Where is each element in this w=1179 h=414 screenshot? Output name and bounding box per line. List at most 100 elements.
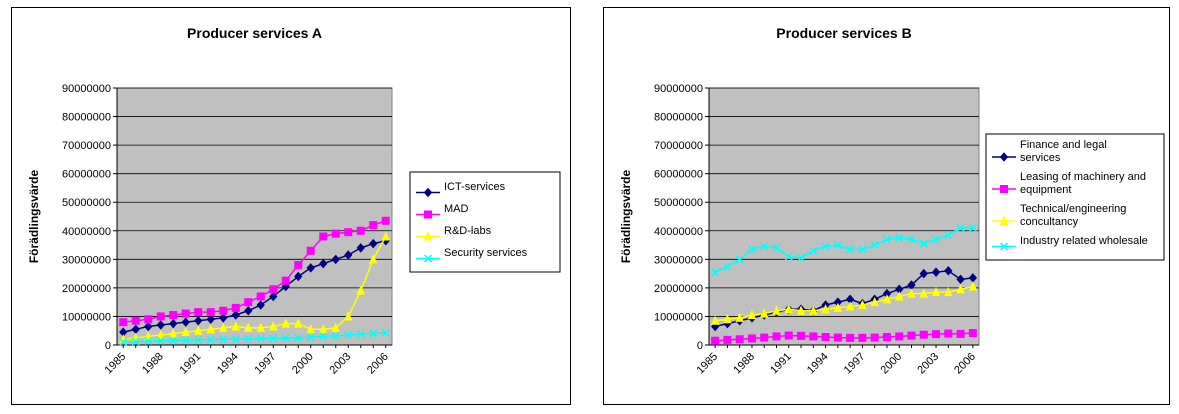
data-point [244,305,253,316]
data-point [143,331,153,341]
data-point [169,318,178,329]
chart-b-svg: Producer services B 0 10000000 20000000 3000… [619,25,1165,377]
data-point [784,252,793,261]
data-point [968,329,977,338]
data-point [919,268,928,279]
legend-entry: Technical/engineering concultancy [1020,203,1126,228]
data-point [331,331,340,340]
data-point [931,267,941,277]
x-tick-label: 1991 [768,351,794,377]
data-point [268,321,278,331]
data-point [318,324,328,334]
data-point [369,221,378,230]
data-point [319,332,328,341]
data-point [181,336,190,345]
series-line [123,240,386,333]
data-point [131,316,140,325]
data-point [344,250,353,260]
y-tick-label: 50000000 [62,197,111,209]
data-point [218,322,228,332]
data-point [306,246,315,255]
data-point [256,292,265,301]
data-point [343,311,353,321]
data-point [870,333,879,342]
series-2 [710,281,978,325]
y-tick-label: 90000000 [62,83,111,95]
data-point [919,239,928,248]
data-point [194,308,203,317]
data-point [772,332,781,341]
y-tick-label: 50000000 [654,197,703,209]
data-point [344,330,353,340]
data-point [256,334,265,343]
data-point [244,334,253,344]
legend-marker [999,242,1009,251]
x-tick-label: 2000 [879,351,905,377]
legend-marker [424,210,432,219]
data-point [968,223,977,232]
data-point [243,322,253,332]
series-line [123,331,386,343]
data-point [858,245,867,254]
series-line [715,285,974,322]
series-line [123,220,386,323]
data-point [882,235,891,244]
x-tick-label: 1997 [253,351,279,377]
legend-marker [423,254,433,263]
data-point [219,306,228,315]
chart-producer-services-b: Producer services B 0 10000000 20000000 3000… [603,7,1170,405]
data-point [181,317,190,327]
data-point [231,321,241,331]
data-point [206,314,215,325]
data-point [156,336,165,345]
data-point [181,326,191,337]
data-point [956,274,965,285]
y-tick-label: 30000000 [654,254,703,266]
data-point [193,325,203,335]
data-point [784,331,793,340]
data-point [194,335,203,344]
data-point [269,291,278,302]
data-point [256,322,266,332]
legend-marker [423,187,433,198]
data-point [723,314,732,324]
data-point [882,294,892,304]
data-point [833,241,842,250]
data-point [319,232,328,241]
y-tick-label: 60000000 [62,169,111,181]
data-point [797,331,806,340]
x-tick-label: 2003 [328,351,354,377]
data-point [797,253,806,262]
data-point [907,331,916,340]
data-point [144,315,153,324]
data-point [932,235,941,244]
data-point [845,301,855,311]
data-point [760,333,769,342]
data-point [381,231,391,241]
data-point [369,238,378,249]
data-point [796,305,806,315]
series-line [123,236,387,341]
data-point [846,245,855,254]
data-point [206,324,216,334]
x-tick-label: 1997 [842,351,868,377]
data-point [895,233,904,242]
data-point [244,298,253,307]
x-tick-label: 1994 [215,351,241,377]
data-point [269,285,278,294]
data-point [932,330,941,339]
data-point [956,223,965,232]
series-3 [119,328,390,347]
data-point [144,321,153,332]
x-tick-label: 1985 [103,351,129,377]
legend-entry: Finance and legal services [1020,139,1107,164]
data-point [809,246,818,255]
data-point [809,332,818,341]
x-tick-label: 1988 [731,351,757,377]
data-point [306,333,315,342]
data-point [294,333,303,342]
data-point [759,308,769,318]
data-point [747,334,756,343]
series-line [714,269,973,328]
plot-area [708,87,980,346]
